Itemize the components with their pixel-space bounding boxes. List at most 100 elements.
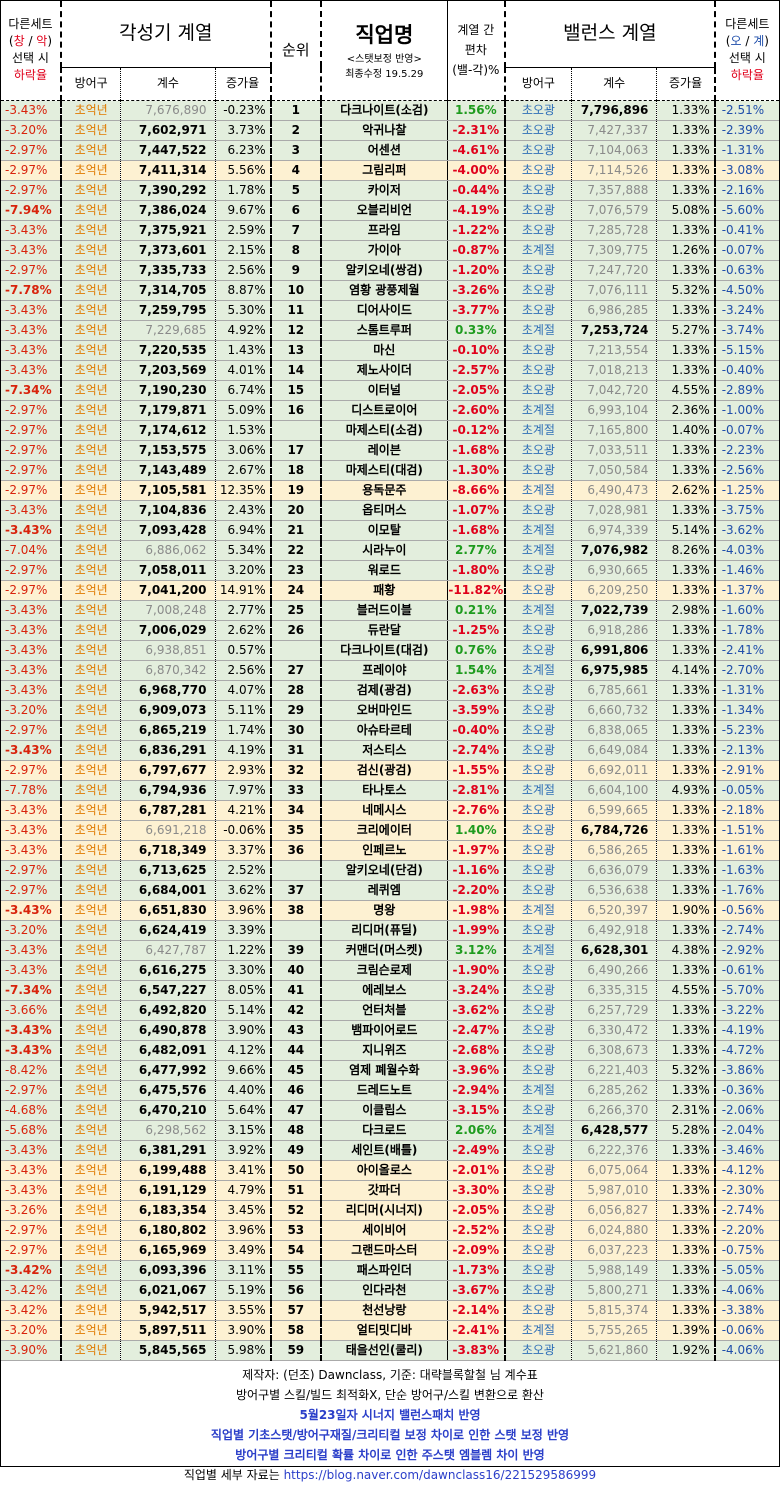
left-drop: -7.34% bbox=[1, 380, 62, 401]
awk-inc: 3.37% bbox=[215, 840, 272, 861]
bal-armor: 초오광 bbox=[504, 1300, 572, 1321]
awk-armor: 초억년 bbox=[60, 1060, 122, 1081]
rank: 32 bbox=[270, 760, 322, 781]
right-drop: -2.18% bbox=[714, 800, 779, 821]
bal-inc: 4.38% bbox=[656, 940, 716, 961]
right-drop: -3.62% bbox=[714, 520, 779, 541]
bal-inc: 1.33% bbox=[656, 1220, 716, 1241]
awk-coef: 7,676,890 bbox=[120, 99, 216, 121]
awk-inc: 3.96% bbox=[215, 1220, 272, 1241]
right-drop: -2.91% bbox=[714, 760, 779, 781]
job-name: 프레이야 bbox=[320, 660, 448, 681]
job-name: 그랜드마스터 bbox=[320, 1240, 448, 1261]
awk-armor: 초억년 bbox=[60, 900, 122, 921]
deviation: -2.74% bbox=[447, 740, 506, 761]
awk-coef: 6,492,820 bbox=[120, 1000, 216, 1021]
job-name: 아슈타르테 bbox=[320, 720, 448, 741]
deviation: -2.63% bbox=[447, 680, 506, 701]
awk-coef: 7,602,971 bbox=[120, 120, 216, 141]
awk-coef: 6,093,396 bbox=[120, 1260, 216, 1281]
left-drop: -3.66% bbox=[1, 1000, 62, 1021]
left-drop: -4.68% bbox=[1, 1100, 62, 1121]
left-drop: -3.43% bbox=[1, 360, 62, 381]
bal-armor: 초오광 bbox=[504, 1060, 572, 1081]
job-name: 디스트로이어 bbox=[320, 400, 448, 421]
table-row: -3.43% 초억년 6,691,218 -0.06% 35 크리에이터 1.40% 초오광 6… bbox=[1, 820, 779, 841]
awk-armor: 초억년 bbox=[60, 580, 122, 601]
rank: 6 bbox=[270, 200, 322, 221]
rank: 31 bbox=[270, 740, 322, 761]
bal-inc: 1.33% bbox=[656, 120, 716, 141]
awk-coef: 6,713,625 bbox=[120, 860, 216, 881]
right-drop: -2.23% bbox=[714, 440, 779, 461]
deviation: -2.01% bbox=[447, 1160, 506, 1181]
table-row: -3.20% 초억년 7,602,971 3.73% 2 악귀나찰 -2.31% 초오광 7,4… bbox=[1, 120, 779, 141]
rank bbox=[270, 860, 322, 881]
awk-coef: 7,203,569 bbox=[120, 360, 216, 381]
awk-inc: 2.93% bbox=[215, 760, 272, 781]
table-row: -3.42% 초억년 5,942,517 3.55% 57 천선낭랑 -2.14% 초오광 5,… bbox=[1, 1300, 779, 1321]
bal-coef: 7,165,800 bbox=[571, 420, 658, 441]
bal-coef: 7,796,896 bbox=[571, 99, 658, 121]
bal-armor: 초오광 bbox=[504, 1220, 572, 1241]
awk-inc: 3.06% bbox=[215, 440, 272, 461]
right-drop: -2.20% bbox=[714, 1220, 779, 1241]
right-drop: -1.60% bbox=[714, 600, 779, 621]
awk-inc: -0.06% bbox=[215, 820, 272, 841]
left-drop: -3.42% bbox=[1, 1260, 62, 1281]
awk-inc: 4.12% bbox=[215, 1040, 272, 1061]
bal-inc: 1.33% bbox=[656, 680, 716, 701]
right-drop: -3.22% bbox=[714, 1000, 779, 1021]
awk-armor: 초억년 bbox=[60, 300, 122, 321]
rank: 37 bbox=[270, 880, 322, 901]
bal-coef: 6,599,665 bbox=[571, 800, 658, 821]
right-drop: -2.13% bbox=[714, 740, 779, 761]
awk-coef: 6,909,073 bbox=[120, 700, 216, 721]
bal-armor: 초오광 bbox=[504, 440, 572, 461]
rank: 53 bbox=[270, 1220, 322, 1241]
bal-coef: 6,209,250 bbox=[571, 580, 658, 601]
table-row: -3.43% 초억년 7,375,921 2.59% 7 프라임 -1.22% 초오광 7,28… bbox=[1, 220, 779, 241]
awk-inc: 2.77% bbox=[215, 600, 272, 621]
bal-inc: 1.33% bbox=[656, 820, 716, 841]
blog-link[interactable]: https://blog.naver.com/dawnclass16/22152… bbox=[283, 1467, 597, 1482]
deviation: -3.15% bbox=[447, 1100, 506, 1121]
bal-coef: 7,076,111 bbox=[571, 280, 658, 301]
deviation: -3.77% bbox=[447, 300, 506, 321]
bal-inc: 1.33% bbox=[656, 500, 716, 521]
right-drop: -0.75% bbox=[714, 1240, 779, 1261]
table-row: -3.43% 초억년 6,381,291 3.92% 49 세인트(배틀) -2.49% 초오… bbox=[1, 1140, 779, 1161]
awk-coef: 6,490,878 bbox=[120, 1020, 216, 1041]
awk-coef: 6,183,354 bbox=[120, 1200, 216, 1221]
awk-armor: 초억년 bbox=[60, 360, 122, 381]
table-row: -2.97% 초억년 7,335,733 2.56% 9 알키오네(쌍검) -1.20% 초오… bbox=[1, 260, 779, 281]
table-row: -2.97% 초억년 6,865,219 1.74% 30 아슈타르테 -0.40% 초오광 6… bbox=[1, 720, 779, 741]
bal-coef: 6,692,011 bbox=[571, 760, 658, 781]
deviation: -3.30% bbox=[447, 1180, 506, 1201]
bal-coef: 7,114,526 bbox=[571, 160, 658, 181]
bal-armor: 초오광 bbox=[504, 1040, 572, 1061]
bal-coef: 6,536,638 bbox=[571, 880, 658, 901]
awk-armor: 초억년 bbox=[60, 680, 122, 701]
right-drop: -4.72% bbox=[714, 1040, 779, 1061]
bal-armor: 초오광 bbox=[504, 1180, 572, 1201]
bal-inc: 1.33% bbox=[656, 1040, 716, 1061]
job-subtitle: <스탯보정 반영> bbox=[346, 54, 422, 66]
left-drop: -7.04% bbox=[1, 540, 62, 561]
rank: 46 bbox=[270, 1080, 322, 1101]
table-row: -2.97% 초억년 6,475,576 4.40% 46 드레드노트 -2.94% 초계절 6… bbox=[1, 1080, 779, 1101]
deviation: -0.44% bbox=[447, 180, 506, 201]
table-row: -3.43% 초억년 6,938,851 0.57% 다크나이트(대검) 0.76% 초오광… bbox=[1, 640, 779, 661]
right-drop: -1.00% bbox=[714, 400, 779, 421]
bal-armor-col: 방어구 bbox=[504, 67, 572, 100]
awk-inc-col: 증가율 bbox=[215, 67, 272, 100]
right-drop: -2.39% bbox=[714, 120, 779, 141]
awk-coef: 7,190,230 bbox=[120, 380, 216, 401]
awk-inc: 3.90% bbox=[215, 1320, 272, 1341]
awk-inc: 6.94% bbox=[215, 520, 272, 541]
awk-armor: 초억년 bbox=[60, 1020, 122, 1041]
table-row: -3.43% 초억년 6,191,129 4.79% 51 갓파더 -3.30% 초오광 5,9… bbox=[1, 1180, 779, 1201]
awk-coef: 6,718,349 bbox=[120, 840, 216, 861]
job-name: 가이아 bbox=[320, 240, 448, 261]
bal-coef: 6,037,223 bbox=[571, 1240, 658, 1261]
